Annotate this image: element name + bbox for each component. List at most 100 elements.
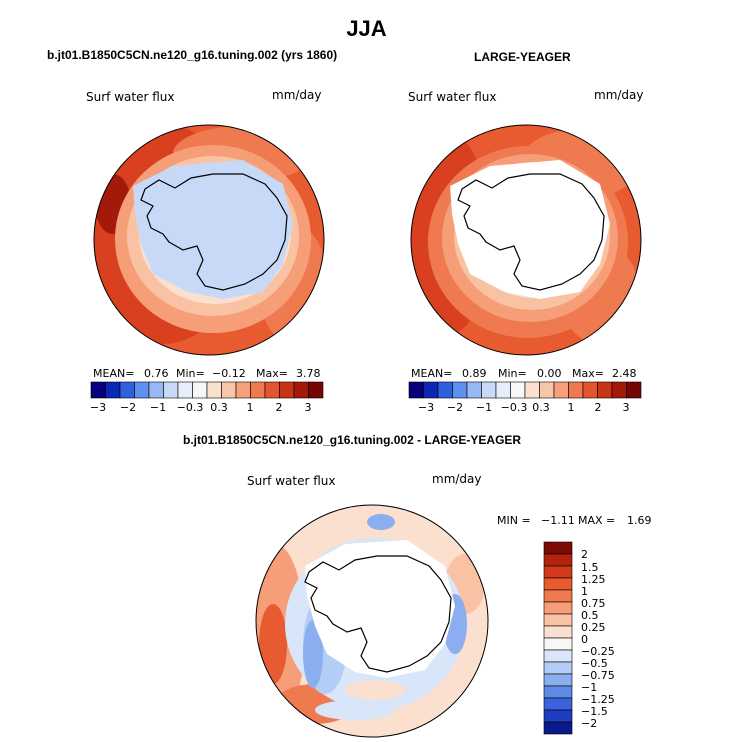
colorbar-swatch bbox=[105, 381, 121, 399]
difference-colorbar-tick: −2 bbox=[581, 717, 598, 730]
difference-colorbar-tick: 1.25 bbox=[581, 573, 606, 586]
colorbar-swatch bbox=[235, 381, 251, 399]
panel-1-colorbar bbox=[90, 381, 324, 399]
panel-2-colorbar-tick: 3 bbox=[622, 401, 630, 414]
colorbar-swatch bbox=[192, 381, 208, 399]
difference-units-label: mm/day bbox=[432, 472, 482, 486]
panel-2-max-value: 2.48 bbox=[612, 367, 637, 380]
colorbar-swatch bbox=[437, 381, 453, 399]
colorbar-swatch bbox=[134, 381, 150, 399]
panel-2-colorbar-tick: −2 bbox=[446, 401, 464, 414]
colorbar-swatch bbox=[543, 697, 573, 711]
colorbar-swatch bbox=[543, 625, 573, 639]
colorbar-swatch bbox=[543, 553, 573, 567]
panel-2-polar-map bbox=[410, 124, 642, 356]
colorbar-swatch bbox=[163, 381, 179, 399]
colorbar-swatch bbox=[308, 381, 324, 399]
colorbar-swatch bbox=[466, 381, 482, 399]
panel-1-mean-value: 0.76 bbox=[144, 367, 169, 380]
colorbar-swatch bbox=[553, 381, 569, 399]
colorbar-swatch bbox=[543, 661, 573, 675]
panel-2-colorbar-tick: −3 bbox=[417, 401, 435, 414]
colorbar-swatch bbox=[597, 381, 613, 399]
colorbar-swatch bbox=[568, 381, 584, 399]
colorbar-swatch bbox=[543, 721, 573, 735]
panel-1-mean-label: MEAN= bbox=[93, 367, 135, 380]
difference-polar-map bbox=[255, 504, 489, 738]
difference-panel-title: b.jt01.B1850C5CN.ne120_g16.tuning.002 - … bbox=[183, 433, 522, 447]
panel-2-mean-label: MEAN= bbox=[411, 367, 453, 380]
panel-1-colorbar-tick: 2 bbox=[275, 401, 283, 414]
difference-variable-label: Surf water flux bbox=[247, 474, 336, 488]
colorbar-swatch bbox=[543, 709, 573, 723]
colorbar-swatch bbox=[543, 673, 573, 687]
difference-max-value: 1.69 bbox=[627, 514, 652, 527]
colorbar-swatch bbox=[119, 381, 135, 399]
panel-1-polar-map bbox=[93, 124, 325, 356]
colorbar-swatch bbox=[452, 381, 468, 399]
panel-1-colorbar-tick: 0.3 bbox=[210, 401, 228, 414]
colorbar-swatch bbox=[177, 381, 193, 399]
panel-1-title: b.jt01.B1850C5CN.ne120_g16.tuning.002 (y… bbox=[47, 48, 338, 62]
panel-2-units-label: mm/day bbox=[594, 88, 644, 102]
colorbar-swatch bbox=[611, 381, 627, 399]
figure-title: JJA bbox=[346, 16, 387, 41]
colorbar-swatch bbox=[543, 637, 573, 651]
difference-colorbar-tick: 2 bbox=[581, 548, 588, 561]
panel-1-colorbar-tick: −1 bbox=[149, 401, 167, 414]
panel-1-max-value: 3.78 bbox=[296, 367, 321, 380]
colorbar-swatch bbox=[481, 381, 497, 399]
colorbar-swatch bbox=[582, 381, 598, 399]
panel-2-colorbar-tick: 1 bbox=[567, 401, 575, 414]
panel-1-coastline bbox=[140, 173, 288, 291]
panel-1-min-label: Min= bbox=[176, 367, 205, 380]
difference-max-label: MAX = bbox=[578, 514, 616, 527]
panel-1-max-label: Max= bbox=[256, 367, 288, 380]
difference-colorbar-tick: 1 bbox=[581, 585, 588, 598]
colorbar-swatch bbox=[148, 381, 164, 399]
colorbar-swatch bbox=[543, 565, 573, 579]
colorbar-swatch bbox=[543, 685, 573, 699]
panel-1-colorbar-tick: 1 bbox=[246, 401, 254, 414]
colorbar-swatch bbox=[206, 381, 222, 399]
colorbar-swatch bbox=[510, 381, 526, 399]
panel-2-variable-label: Surf water flux bbox=[408, 90, 497, 104]
panel-1-variable-label: Surf water flux bbox=[86, 90, 175, 104]
colorbar-swatch bbox=[90, 381, 106, 399]
difference-colorbar-tick: 0.5 bbox=[581, 609, 599, 622]
difference-min-value: −1.11 bbox=[541, 514, 575, 527]
panel-2-max-label: Max= bbox=[572, 367, 604, 380]
colorbar-swatch bbox=[279, 381, 295, 399]
panel-1-colorbar-tick: −0.3 bbox=[176, 401, 204, 414]
difference-colorbar-tick: −1 bbox=[581, 681, 598, 694]
panel-2-colorbar-tick: 0.3 bbox=[532, 401, 550, 414]
colorbar-swatch bbox=[423, 381, 439, 399]
difference-colorbar-tick: −0.75 bbox=[581, 669, 615, 682]
difference-colorbar-tick: −1.25 bbox=[581, 693, 615, 706]
panel-2-title: LARGE-YEAGER bbox=[474, 50, 571, 64]
panel-1-colorbar-tick: 3 bbox=[304, 401, 312, 414]
colorbar-swatch bbox=[495, 381, 511, 399]
panel-1-units-label: mm/day bbox=[272, 88, 322, 102]
colorbar-swatch bbox=[293, 381, 309, 399]
difference-colorbar-tick: 1.5 bbox=[581, 561, 599, 574]
panel-2-min-label: Min= bbox=[498, 367, 527, 380]
colorbar-swatch bbox=[543, 577, 573, 591]
colorbar-swatch bbox=[543, 613, 573, 627]
colorbar-swatch bbox=[524, 381, 540, 399]
colorbar-swatch bbox=[543, 649, 573, 663]
difference-coastline bbox=[304, 555, 452, 673]
panel-1-min-value: −0.12 bbox=[212, 367, 246, 380]
colorbar-swatch bbox=[543, 589, 573, 603]
panel-2-mean-value: 0.89 bbox=[462, 367, 487, 380]
panel-2-colorbar-tick: −1 bbox=[475, 401, 493, 414]
colorbar-swatch bbox=[543, 601, 573, 615]
difference-colorbar-tick: 0 bbox=[581, 633, 588, 646]
colorbar-swatch bbox=[408, 381, 424, 399]
panel-2-colorbar bbox=[408, 381, 642, 399]
difference-colorbar-tick: 0.75 bbox=[581, 597, 606, 610]
panel-2-coastline bbox=[457, 173, 605, 291]
colorbar-swatch bbox=[264, 381, 280, 399]
panel-2-colorbar-tick: −0.3 bbox=[500, 401, 528, 414]
panel-1-colorbar-tick: −3 bbox=[89, 401, 107, 414]
